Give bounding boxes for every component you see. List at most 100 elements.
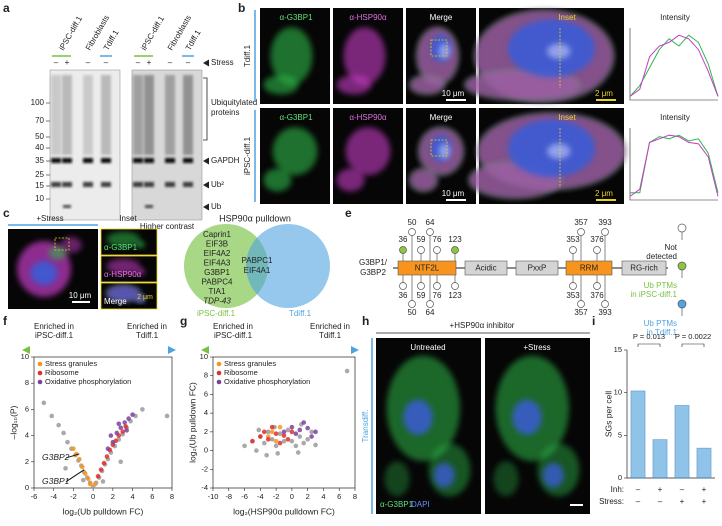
point: [269, 424, 275, 430]
arrowhead: [201, 346, 209, 354]
point: [250, 438, 255, 444]
p-value: P = 0.0022: [675, 332, 711, 341]
set-label: Tdiff.1: [289, 309, 312, 318]
site: [408, 300, 416, 308]
site: [426, 228, 434, 236]
roi-box: [54, 237, 70, 251]
condition-sign: +: [702, 485, 707, 494]
point: [277, 424, 283, 430]
point: [261, 440, 267, 446]
point: [61, 430, 66, 436]
band-label: Ub²: [211, 180, 224, 189]
point: [281, 433, 287, 438]
point: [256, 427, 262, 433]
domain: [621, 260, 667, 276]
point: [122, 420, 127, 425]
column-title: α-HSP90α: [349, 113, 387, 122]
residue-label: 353: [566, 235, 580, 244]
micrograph: [260, 108, 330, 204]
y-axis-label: SGs per cell: [603, 391, 613, 437]
annotation: G3BP1: [42, 476, 70, 486]
point: [261, 429, 267, 435]
legend-label: Ribosome: [224, 368, 258, 377]
mw-label: 40: [35, 143, 44, 152]
signal: [48, 246, 67, 260]
bar: [630, 390, 646, 479]
roi-box: [430, 39, 448, 57]
y-tick-label: 10: [200, 352, 208, 361]
band: [83, 158, 93, 163]
smear: [83, 75, 93, 155]
y-tick-label: 10: [614, 388, 622, 397]
header-label: Enriched in: [213, 322, 253, 331]
micrograph: [376, 338, 481, 514]
site: [577, 228, 585, 236]
venn-title: HSP90α pulldown: [219, 213, 291, 223]
column-title: α-G3BP1: [279, 13, 313, 22]
domain: [565, 260, 613, 276]
band: [63, 205, 71, 208]
micrograph: [406, 8, 476, 104]
x-tick-label: 2: [111, 492, 115, 501]
p-value: P = 0.013: [633, 332, 665, 341]
mw-label: 70: [35, 116, 44, 125]
condition-sign: –: [636, 497, 641, 506]
legend-label: Stress granules: [45, 359, 97, 368]
point: [242, 443, 247, 449]
site: [593, 282, 601, 290]
signal: [106, 285, 141, 302]
column-title: Merge: [430, 113, 453, 122]
protein-name: TIA1: [209, 287, 226, 296]
scale-label: 10 μm: [442, 189, 465, 198]
smear: [101, 75, 111, 155]
band: [165, 182, 175, 187]
intensity-profile: [629, 34, 719, 97]
condition-sign: +: [147, 58, 152, 67]
mw-label: 50: [35, 132, 44, 141]
side-label: Transdiff.: [361, 410, 370, 443]
inset-frame: [100, 255, 158, 283]
point: [281, 438, 287, 444]
bar: [696, 447, 712, 479]
band: [145, 205, 153, 208]
band: [101, 182, 111, 187]
point: [289, 424, 295, 430]
legend-swatch: [37, 370, 43, 376]
micrograph: [333, 8, 403, 104]
signal: [433, 462, 455, 488]
legend-label: Oxidative phosphorylation: [224, 377, 310, 386]
column-title: Intensity: [660, 113, 690, 122]
point: [126, 416, 131, 421]
ub-proteins-label: proteins: [211, 108, 239, 117]
legend-label: in iPSC-diff.1: [630, 290, 677, 299]
residue-label: 76: [433, 291, 442, 300]
ub-proteins-label: Ubiquitylated: [211, 98, 257, 107]
y-tick-label: 0: [618, 473, 622, 482]
y-tick-label: 8: [25, 378, 29, 387]
condition-row-label: Stress:: [599, 497, 624, 506]
signal: [464, 69, 581, 101]
protein-name: Caprin1: [203, 230, 232, 239]
scale-label: 2 μm: [137, 294, 153, 301]
signal: [512, 399, 542, 435]
micrograph: [101, 229, 157, 255]
point: [63, 466, 68, 471]
point: [164, 413, 170, 419]
point: [265, 429, 271, 435]
condition-sign: –: [186, 58, 191, 67]
point: [71, 446, 76, 452]
y-tick-label: 0: [25, 483, 29, 492]
scale-label: 2 μm: [595, 189, 613, 198]
y-tick-label: 15: [614, 345, 622, 354]
signal: [493, 461, 519, 497]
signal: [403, 399, 433, 435]
header-label: Enriched in: [34, 322, 74, 331]
smear: [51, 75, 61, 155]
column-title: Inset: [558, 13, 576, 22]
point: [301, 420, 307, 425]
bar: [652, 439, 668, 479]
point: [123, 424, 128, 429]
point: [82, 471, 88, 476]
point: [114, 430, 120, 436]
